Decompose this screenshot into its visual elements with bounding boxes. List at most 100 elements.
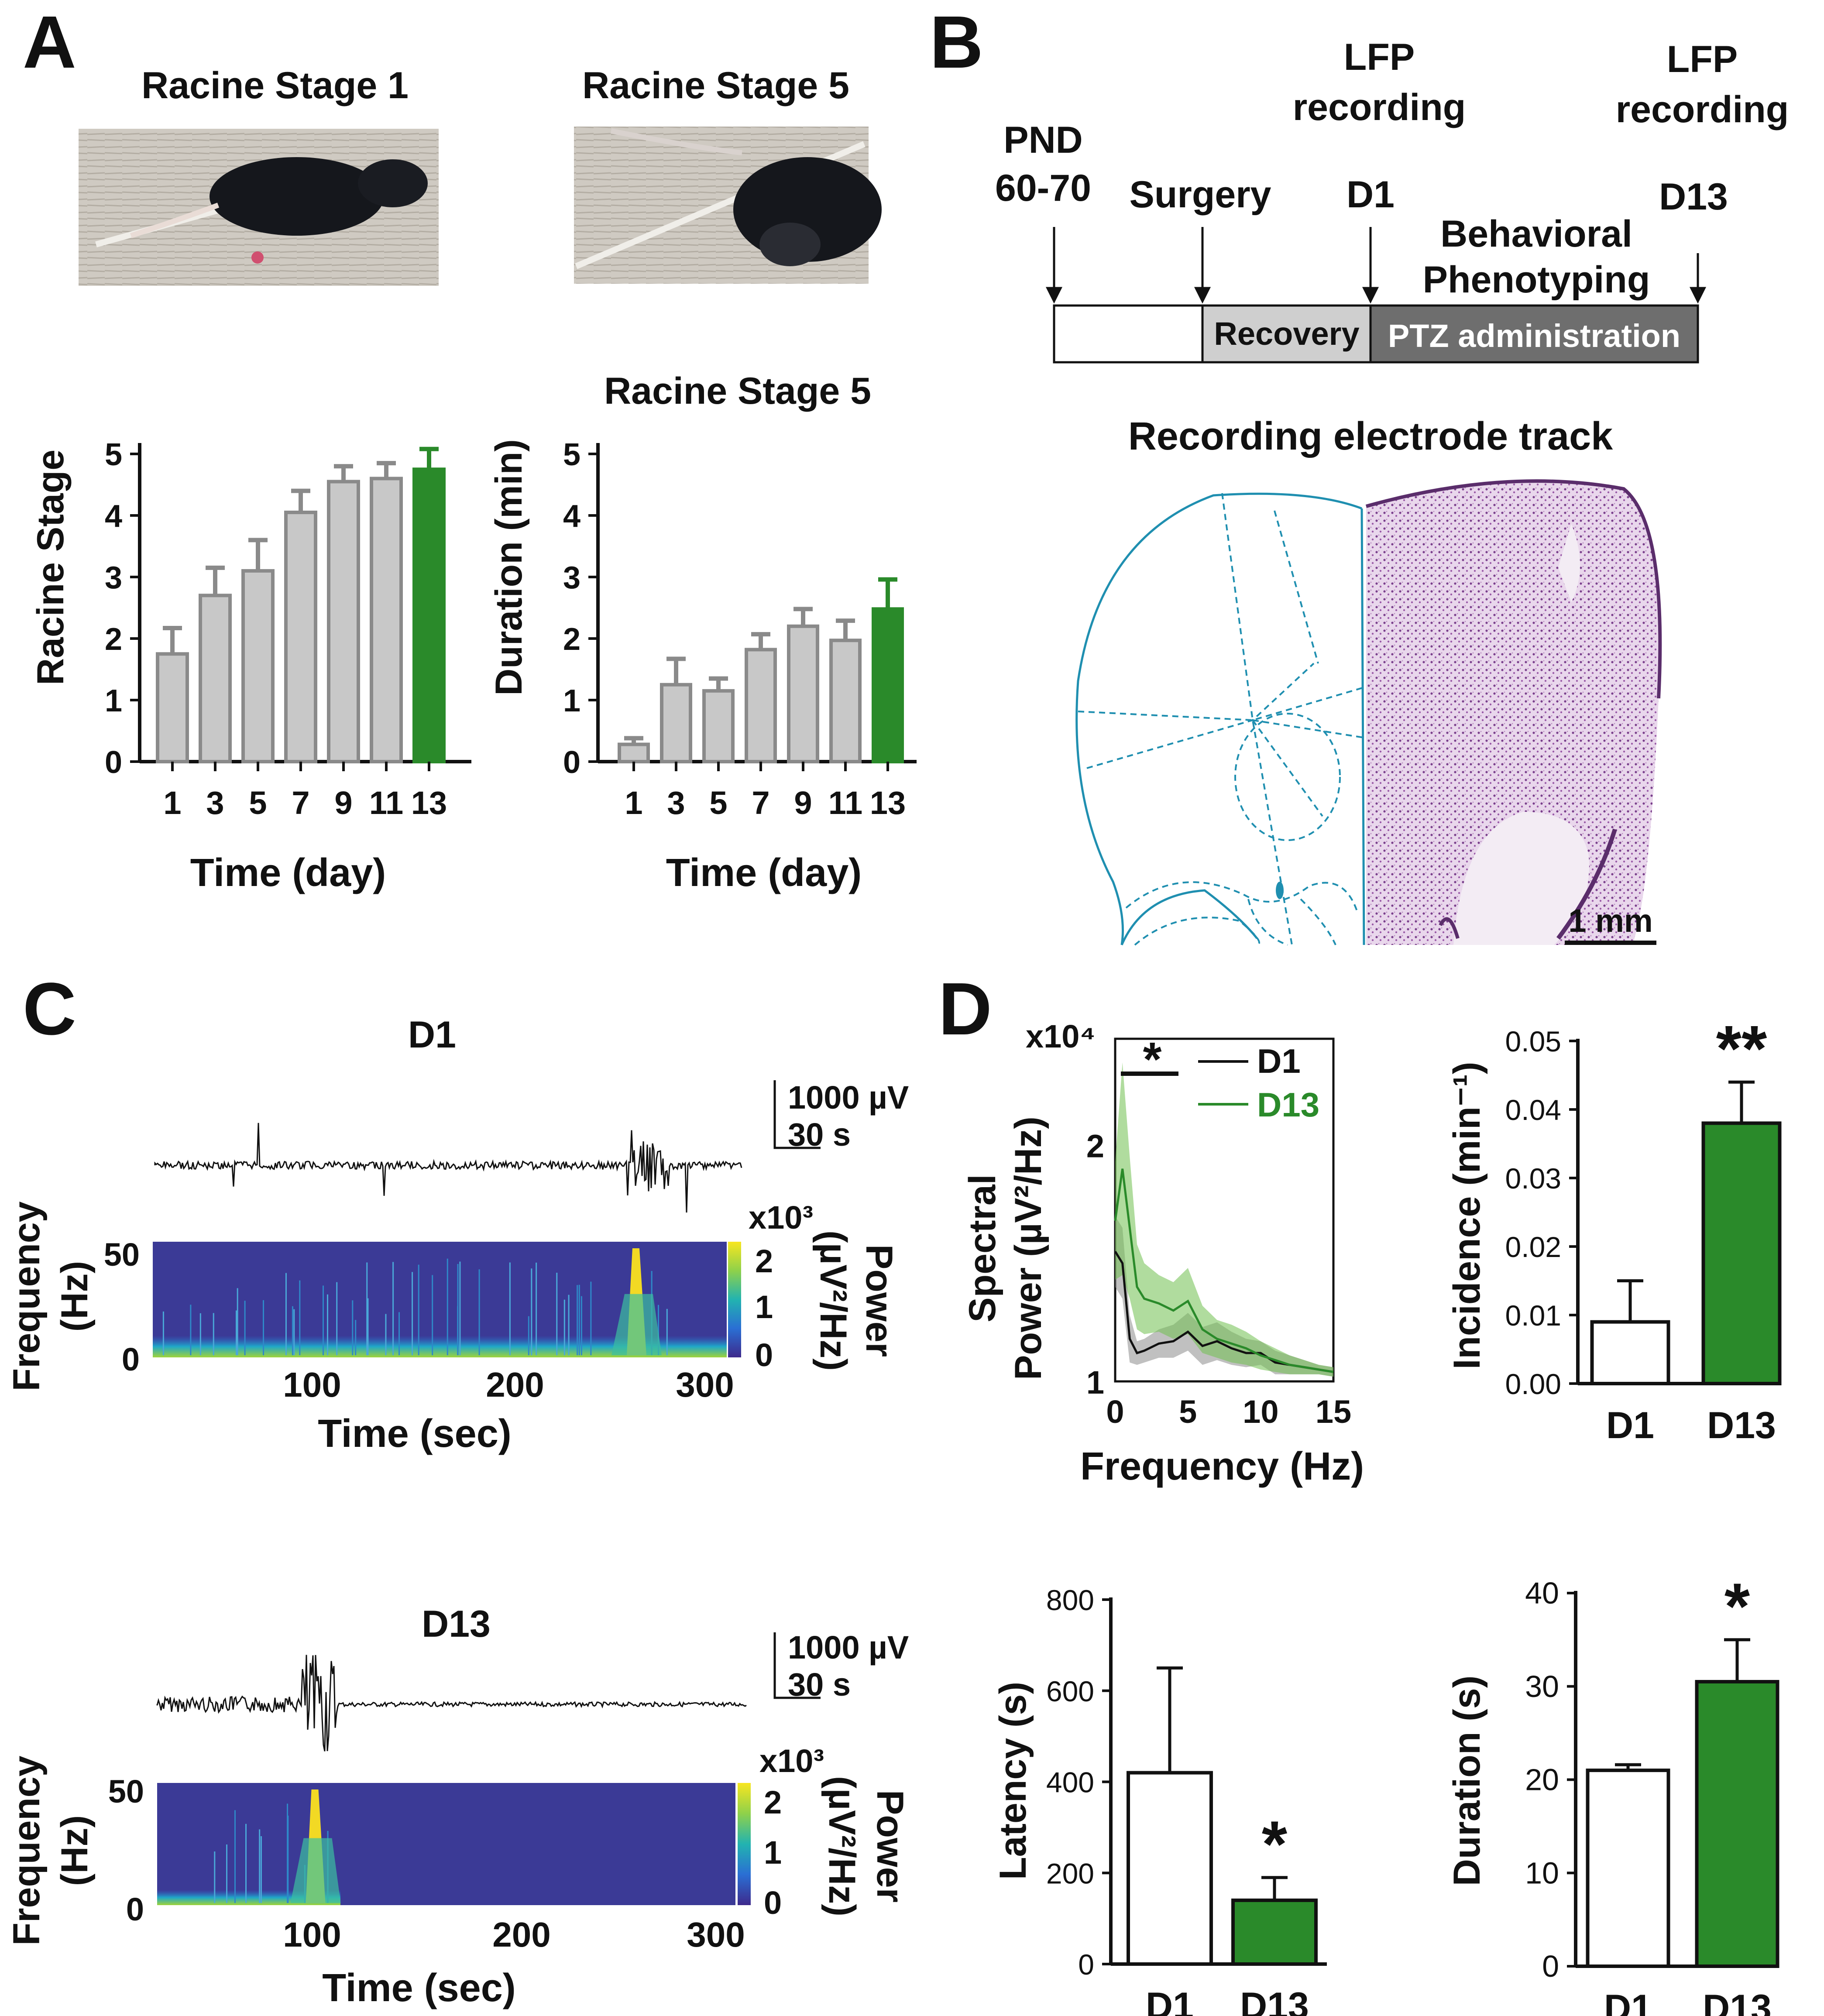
racine-stage-xtick-label: 13 (411, 785, 447, 821)
timeline-recovery-box (1201, 304, 1372, 364)
spectral-xtick-label: 5 (1179, 1394, 1197, 1430)
racine-stage-ytick-label: 0 (105, 745, 122, 780)
spectrogram-d13-ytick-0: 0 (126, 1891, 144, 1927)
racine-stage-ytick-label: 4 (105, 499, 122, 534)
spectrogram-d1-cbar-exp: x10³ (749, 1199, 813, 1236)
incidence-xtick-label: D1 (1606, 1405, 1654, 1446)
spectrogram-d13-cbar-0: 0 (764, 1885, 782, 1921)
timeline-baseline-box (1053, 304, 1204, 364)
legend-d1-label: D1 (1257, 1042, 1301, 1080)
lfp-trace-d1 (154, 1123, 742, 1213)
timeline-recovery-label: Recovery (1214, 316, 1359, 352)
timeline-surgery-label: Surgery (1129, 174, 1271, 216)
racine-stage-xtick-label: 3 (206, 785, 224, 821)
latency-ytick-label: 600 (1046, 1675, 1094, 1707)
spectrogram-d13-cbar-1: 1 (764, 1834, 782, 1871)
timeline-arrows (1045, 227, 1707, 304)
spectrogram-d1-ytick-50: 50 (104, 1236, 140, 1273)
spectral-xtick-label: 0 (1106, 1394, 1124, 1430)
spectrogram-d13-xtick-300: 300 (687, 1915, 745, 1954)
racine5-duration-xtick-label: 7 (752, 785, 769, 821)
panel-label-a: A (23, 1, 76, 84)
incidence-bar (1590, 1320, 1670, 1385)
duration-s-ytick-label: 0 (1542, 1949, 1559, 1983)
spectrogram-d13-cbar-exp: x10³ (759, 1743, 824, 1779)
electrode-track-title: Recording electrode track (1128, 415, 1613, 458)
incidence-ytick-label: 0.00 (1505, 1368, 1561, 1400)
racine-stage-1-photo (79, 129, 439, 286)
duration-s-significance: * (1724, 1570, 1750, 1643)
racine-stage-bar (241, 569, 275, 764)
racine5-duration-xtick-label: 11 (828, 785, 862, 821)
spectral-exp: x10⁴ (1026, 1018, 1096, 1054)
racine-stage-bar (327, 480, 360, 763)
racine5-duration-xtick-label: 5 (709, 785, 727, 821)
spectrogram-d1-xtick-300: 300 (676, 1365, 734, 1404)
duration-s-ytick-label: 40 (1525, 1576, 1559, 1610)
spectral-xtick-label: 15 (1316, 1394, 1351, 1430)
spectral-line-d13 (1114, 1168, 1334, 1373)
lfp-d1-group: D1 1000 µV 30 s Frequency (Hz) 50 0 x10³… (6, 1014, 909, 1456)
spectrogram-d1-colorbar (728, 1242, 741, 1357)
incidence-ytick-label: 0.05 (1505, 1025, 1561, 1058)
spectral-power-chart: x10⁴ Spectral Power (µV²/Hz) 1 2 0 5 10 15 *… (962, 1018, 1364, 1488)
racine-stage-ytick-label: 5 (105, 437, 122, 472)
racine5-duration-xtick-label: 13 (870, 785, 906, 821)
spectrogram-d1-xtick-100: 100 (283, 1365, 341, 1404)
racine5-duration-ytick-label: 0 (563, 745, 581, 780)
timeline-lfp2-label-1: LFP (1667, 38, 1738, 80)
timeline-behavioral-label-2: Phenotyping (1423, 259, 1650, 301)
incidence-ytick-label: 0.03 (1505, 1162, 1561, 1195)
racine5-duration-ylabel: Duration (min) (488, 439, 530, 696)
timeline-behavioral-label-1: Behavioral (1440, 213, 1632, 255)
lfp-trace-d13 (156, 1655, 747, 1752)
racine5-duration-ytick-label: 2 (563, 622, 581, 657)
spectrogram-d1-cbar-0: 0 (755, 1337, 773, 1373)
lfp-scale-voltage-d13: 1000 µV (788, 1629, 909, 1666)
duration-s-ytick-label: 20 (1525, 1763, 1559, 1797)
brain-atlas-drawing (1075, 492, 1365, 946)
spectral-ylabel-1: Spectral (962, 1174, 1003, 1322)
spectrogram-d13-power-label-2: (µV²/Hz) (821, 1776, 863, 1916)
timeline-ptz-box (1369, 304, 1699, 364)
latency-bar (1127, 1771, 1213, 1966)
timeline-lfp1-label-1: LFP (1344, 36, 1415, 78)
panel-label-d: D (938, 968, 992, 1051)
spectrogram-d1-power-label-1: Power (858, 1244, 900, 1357)
racine-stage-ytick-label: 1 (105, 683, 122, 718)
spectrogram-d13-ylabel-1: Frequency (6, 1755, 48, 1945)
racine5-duration-xtick-label: 9 (794, 785, 812, 821)
lfp-scale-time-d1: 30 s (788, 1116, 851, 1153)
spectrogram-d13-ytick-50: 50 (108, 1773, 144, 1810)
spectrogram-d1-ylabel-2: (Hz) (54, 1261, 96, 1332)
racine-stage-xtick-label: 1 (163, 785, 181, 821)
racine-stage-ytick-label: 3 (105, 560, 122, 595)
lfp-d13-title: D13 (422, 1603, 491, 1645)
timeline-lfp2-label-2: recording (1616, 89, 1789, 131)
spectral-band-d13 (1115, 1062, 1333, 1377)
racine-stage-bar (370, 477, 403, 763)
incidence-xtick-label: D13 (1707, 1405, 1776, 1446)
racine-stage-xtick-label: 5 (249, 785, 267, 821)
spectrogram-d1-ytick-0: 0 (122, 1341, 140, 1377)
spectrogram-d1-cbar-1: 1 (755, 1289, 773, 1325)
spectrogram-d1-ylabel-1: Frequency (6, 1201, 48, 1391)
racine-stage-xtick-label: 7 (292, 785, 309, 821)
spectrogram-d13-xlabel: Time (sec) (322, 1966, 516, 2010)
spectral-ylabel-2: Power (µV²/Hz) (1007, 1116, 1049, 1380)
spectrogram-d13-colorbar (738, 1783, 751, 1905)
timeline-pnd-range: 60-70 (995, 167, 1091, 209)
histology-scale-label: 1 mm (1568, 903, 1652, 939)
racine5-duration-xtick-label: 3 (667, 785, 685, 821)
racine5-duration-bar (745, 648, 777, 763)
spectral-significance-star: * (1143, 1033, 1162, 1086)
spectrogram-seizure-halo (290, 1838, 341, 1903)
spectrogram-d1-xlabel: Time (sec) (318, 1412, 512, 1456)
duration-s-xtick-label: D13 (1703, 1987, 1772, 2016)
duration-s-chart: Duration (s) 0 10 20 30 40 D1 D13 * (1446, 1570, 1779, 2016)
racine5-duration-xtick-label: 1 (625, 785, 642, 821)
racine5-duration-bar (660, 683, 692, 763)
incidence-ytick-label: 0.04 (1505, 1094, 1561, 1126)
